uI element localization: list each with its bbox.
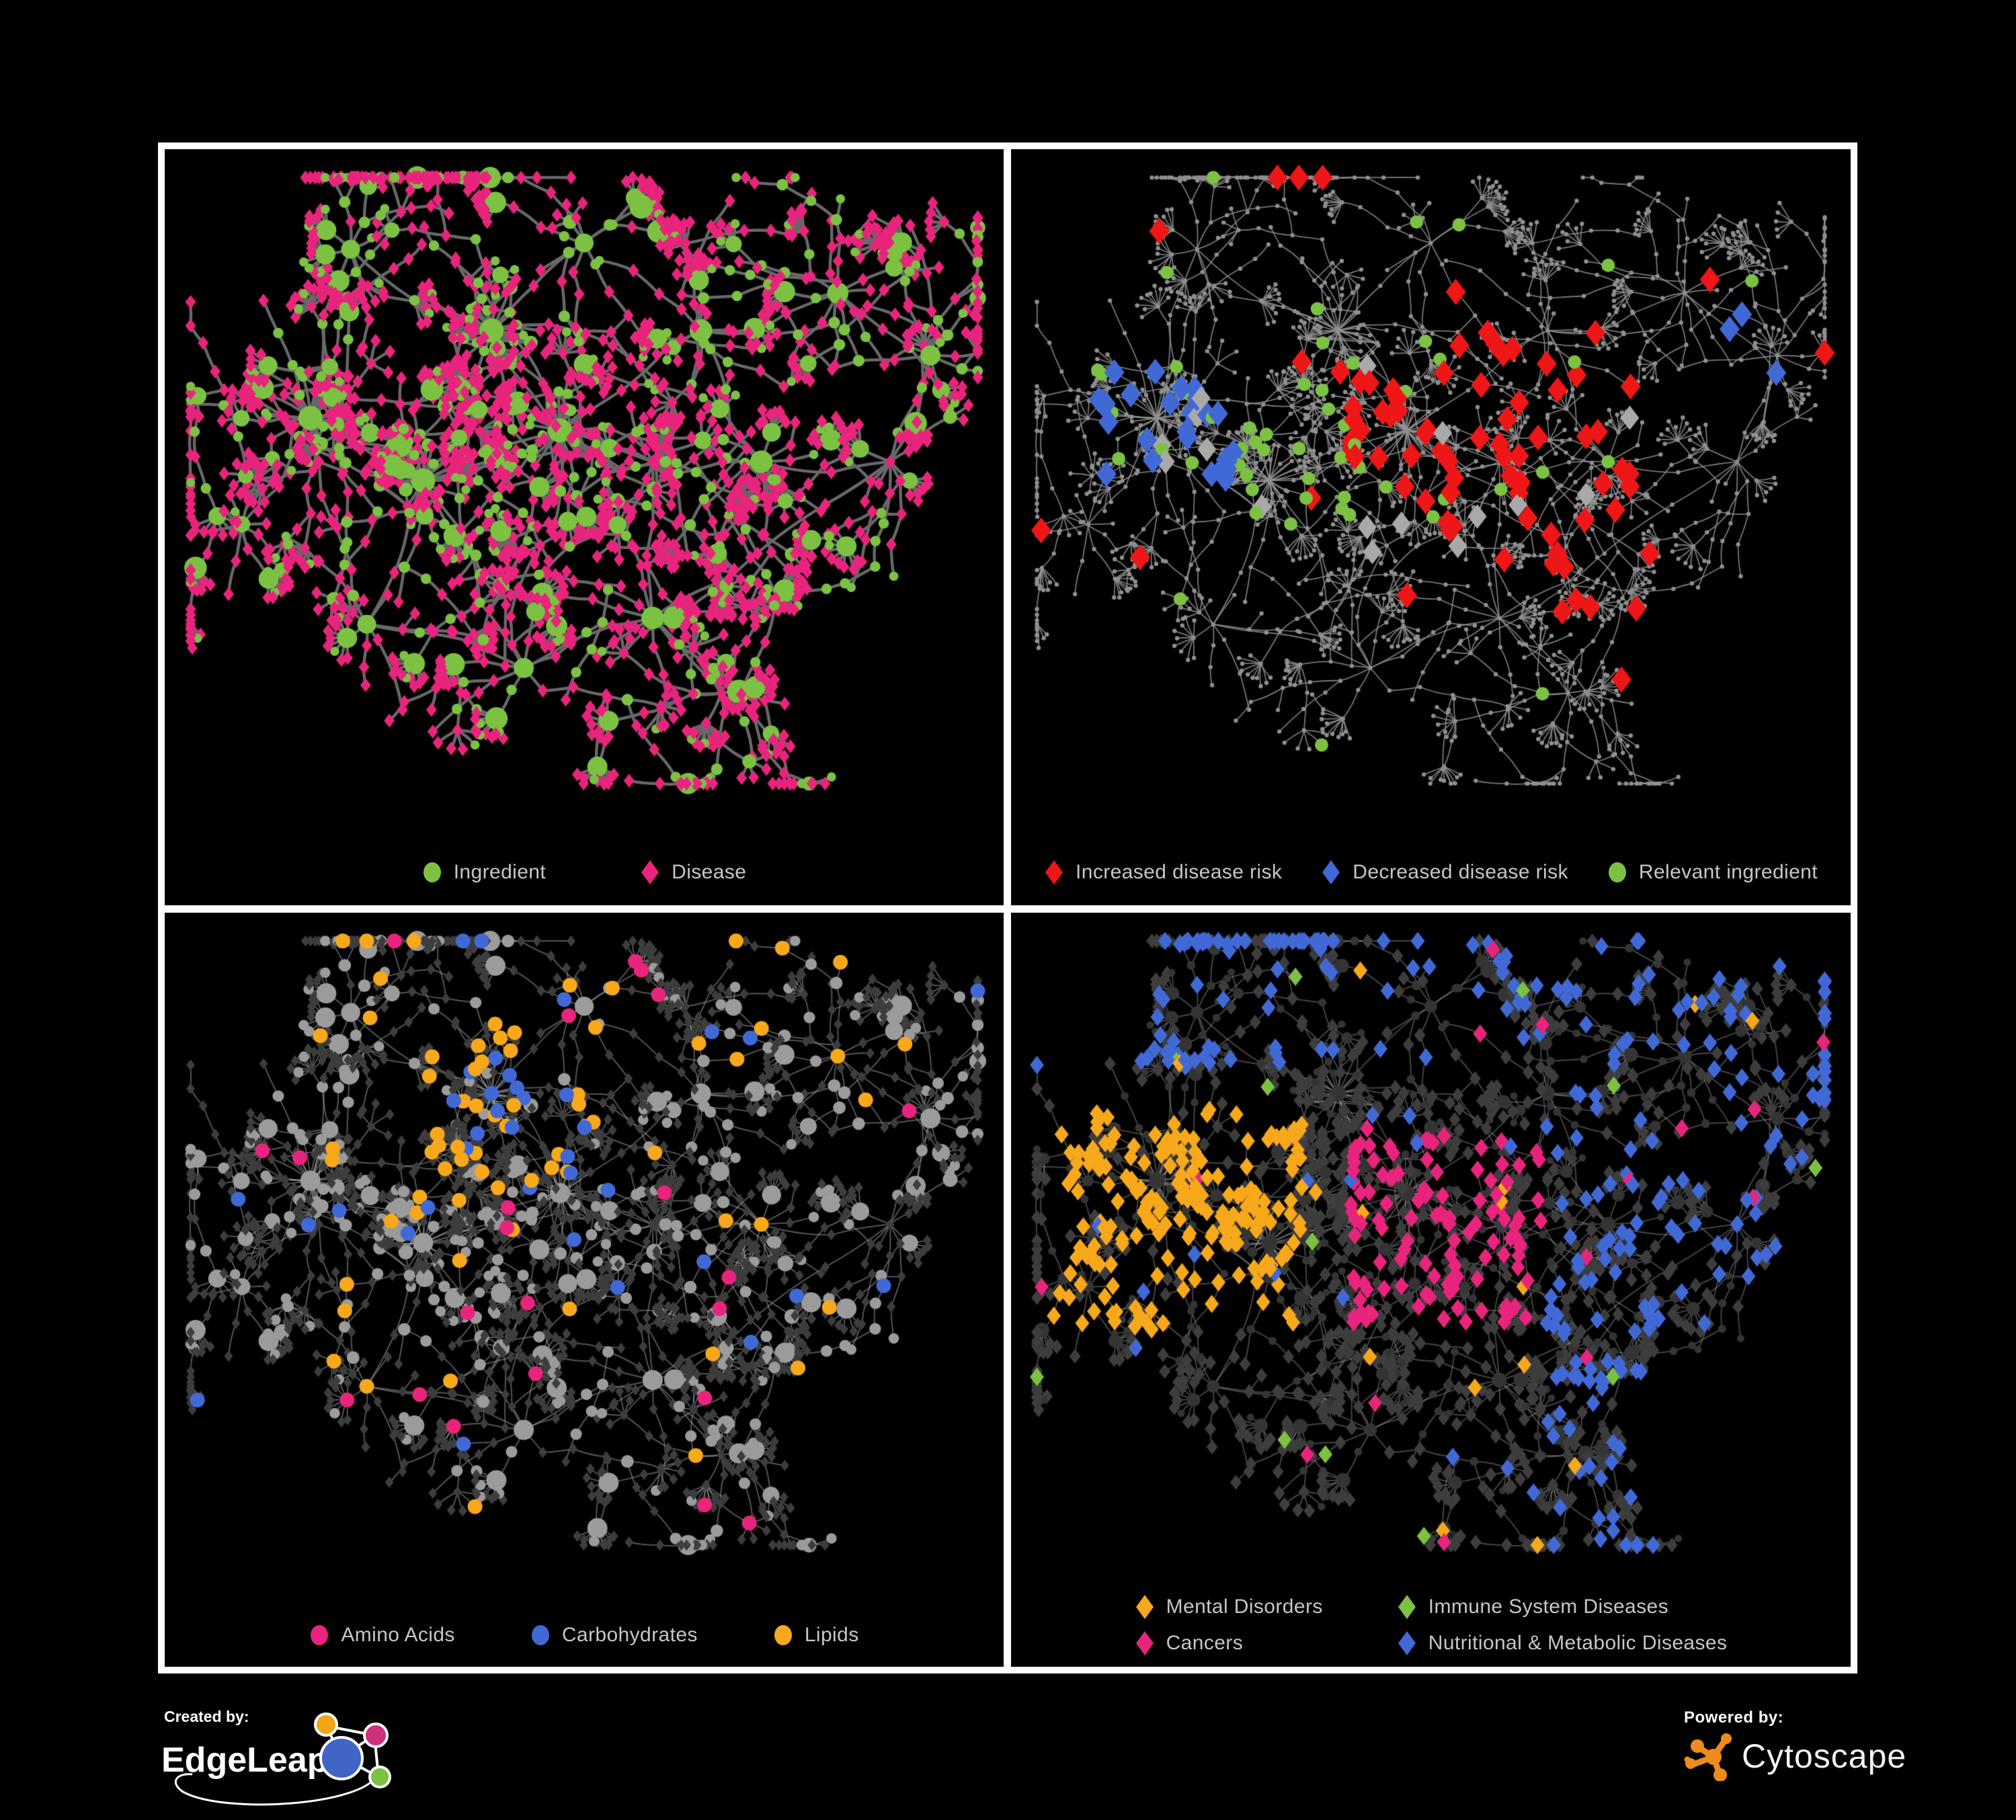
- legend-item-relevant-ingredient: Relevant ingredient: [1607, 861, 1818, 884]
- legend-item-disease: Disease: [640, 860, 746, 885]
- relevant-ingredient-circle-icon: [1608, 862, 1626, 882]
- legend-label: Lipids: [804, 1624, 859, 1646]
- created-by-label: Created by:: [164, 1708, 249, 1725]
- legend-item-nutritional-metabolic-diseases: Nutritional & Metabolic Diseases: [1397, 1630, 1728, 1656]
- legend-label: Nutritional & Metabolic Diseases: [1428, 1632, 1728, 1654]
- nutritional-metabolic-diamond-icon: [1398, 1631, 1416, 1655]
- powered-by-block: Powered by: Cytoscape: [1684, 1708, 1906, 1781]
- legend-label: Carbohydrates: [561, 1624, 698, 1646]
- panel-ingredient-disease: Ingredient Disease: [158, 142, 1010, 912]
- panel-disease-risk: Increased disease risk Decreased disease…: [1004, 142, 1857, 912]
- legend-label: Immune System Diseases: [1428, 1596, 1668, 1618]
- ingredient-circle-icon: [423, 862, 441, 882]
- legend-item-cancers: Cancers: [1135, 1630, 1323, 1656]
- legend-item-lipids: Lipids: [773, 1624, 859, 1647]
- glyph-pink-node: [363, 1723, 389, 1748]
- panel-nutrient-classes: Amino Acids Carbohydrates Lipids: [158, 906, 1010, 1673]
- legend-item-increased-risk: Increased disease risk: [1044, 860, 1282, 885]
- legend-item-amino-acids: Amino Acids: [309, 1624, 454, 1647]
- legend-label: Increased disease risk: [1076, 861, 1283, 883]
- edgeleap-logo: Created by: EdgeLeap: [161, 1708, 391, 1806]
- legend-label: Cancers: [1166, 1632, 1244, 1654]
- glyph-blue-node: [319, 1736, 364, 1780]
- legend-item-decreased-risk: Decreased disease risk: [1321, 860, 1568, 885]
- mental-disorders-diamond-icon: [1135, 1595, 1154, 1619]
- legend-label: Decreased disease risk: [1353, 861, 1568, 883]
- legend-item-ingredient: Ingredient: [422, 861, 546, 884]
- amino-acids-circle-icon: [311, 1625, 329, 1645]
- legend-item-mental-disorders: Mental Disorders: [1135, 1594, 1323, 1620]
- created-by-block: Created by: EdgeLeap: [160, 1706, 442, 1820]
- panel-disease-classes: Mental Disorders Immune System Diseases …: [1004, 906, 1857, 1673]
- legend-disease-risk: Increased disease risk Decreased disease…: [1011, 860, 1851, 885]
- legend-label: Disease: [672, 861, 747, 883]
- legend-nutrient-classes: Amino Acids Carbohydrates Lipids: [165, 1624, 1004, 1647]
- cancers-diamond-icon: [1135, 1631, 1154, 1655]
- disease-diamond-icon: [641, 860, 659, 884]
- glyph-green-node: [368, 1766, 391, 1788]
- carbohydrates-circle-icon: [531, 1625, 549, 1645]
- network-canvas-nutrient-classes: [165, 913, 1004, 1667]
- powered-by-label: Powered by:: [1684, 1708, 1784, 1727]
- legend-label: Mental Disorders: [1166, 1596, 1323, 1618]
- increased-risk-diamond-icon: [1045, 860, 1063, 884]
- decreased-risk-diamond-icon: [1322, 860, 1340, 884]
- legend-item-carbohydrates: Carbohydrates: [530, 1624, 698, 1647]
- legend-item-immune-system-diseases: Immune System Diseases: [1397, 1594, 1728, 1620]
- network-canvas-ingredient-disease: [165, 149, 1004, 905]
- powered-by-name: Cytoscape: [1742, 1737, 1907, 1775]
- network-canvas-disease-classes: [1011, 913, 1851, 1667]
- edgeleap-swoosh: [174, 1773, 378, 1806]
- edgeleap-network-glyph: [314, 1712, 391, 1788]
- glyph-orange-node: [314, 1712, 338, 1737]
- legend-disease-classes: Mental Disorders Immune System Diseases …: [1011, 1594, 1851, 1656]
- legend-ingredient-disease: Ingredient Disease: [165, 860, 1004, 885]
- lipids-circle-icon: [774, 1625, 792, 1645]
- legend-label: Ingredient: [453, 861, 547, 883]
- cytoscape-logo-icon: [1684, 1733, 1732, 1781]
- immune-diseases-diamond-icon: [1398, 1595, 1416, 1619]
- legend-label: Relevant ingredient: [1638, 861, 1818, 883]
- legend-label: Amino Acids: [341, 1624, 455, 1646]
- network-canvas-disease-risk: [1011, 149, 1851, 905]
